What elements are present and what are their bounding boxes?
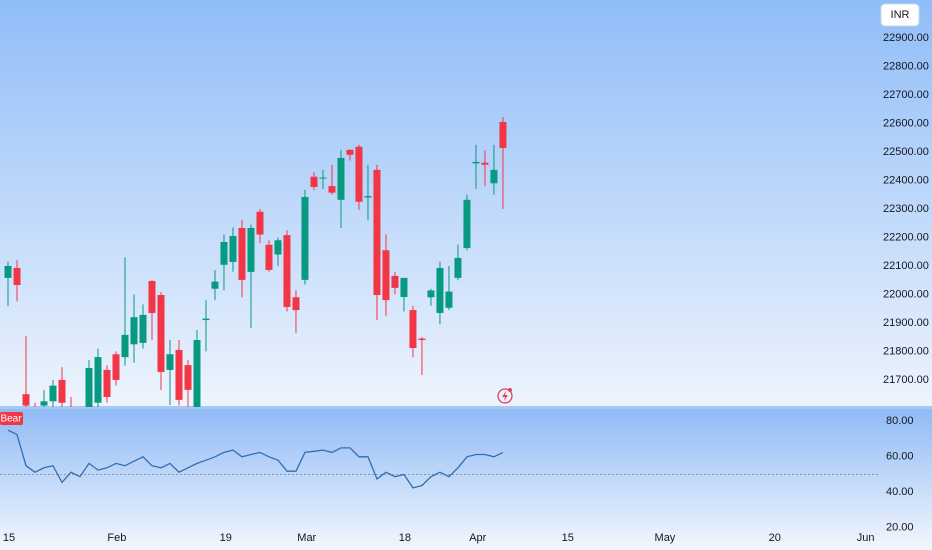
y-tick-label: 60.00 — [886, 451, 914, 463]
candle-body — [130, 317, 138, 345]
x-tick-label: 20 — [769, 532, 781, 544]
candle-body — [103, 369, 111, 398]
candle-body — [400, 277, 408, 297]
event-dot[interactable] — [508, 388, 512, 392]
candle-body — [202, 318, 210, 321]
candle-body — [319, 177, 327, 179]
candle-body — [139, 314, 147, 343]
candle-body — [328, 186, 336, 193]
pane-separator — [0, 406, 932, 409]
candle-body — [346, 149, 354, 155]
axes: 15 Feb 19 Mar 18 Apr 15 May 20 Jun 21700.00 21800.0… — [3, 32, 929, 544]
x-tick-label: Mar — [297, 532, 316, 544]
candle-body — [166, 354, 174, 370]
candle-body — [40, 401, 48, 406]
y-tick-label: 80.00 — [886, 415, 914, 427]
y-tick-label: 21700.00 — [883, 374, 929, 386]
candle-body — [463, 199, 471, 248]
candle-body — [4, 265, 12, 278]
indicator-label: Bear — [0, 414, 22, 425]
candle-body — [481, 162, 489, 165]
candle-body — [13, 267, 21, 286]
x-tick-label: 15 — [562, 532, 574, 544]
candle-body — [238, 228, 246, 280]
candle-body — [445, 291, 453, 308]
event-bolt[interactable] — [502, 391, 508, 401]
candle-body — [22, 394, 30, 406]
candle-body — [382, 250, 390, 301]
candle-body — [436, 267, 444, 313]
y-tick-label: 22200.00 — [883, 231, 929, 243]
y-tick-label: 22900.00 — [883, 32, 929, 44]
rsi — [0, 429, 880, 489]
y-tick-label: 22600.00 — [883, 117, 929, 129]
candle-body — [355, 146, 363, 202]
y-tick-label: 20.00 — [886, 522, 914, 534]
candle-body — [337, 157, 345, 200]
y-tick-label: 22400.00 — [883, 174, 929, 186]
candle-body — [85, 367, 93, 407]
x-tick-label: 18 — [399, 532, 411, 544]
candle-body — [157, 294, 165, 372]
x-tick-label: Jun — [857, 532, 875, 544]
candle-body — [184, 365, 192, 390]
candle-body — [256, 211, 264, 235]
x-tick-label: May — [655, 532, 676, 544]
candle-body — [472, 161, 480, 164]
candle-body — [112, 354, 120, 380]
candle-body — [364, 196, 372, 198]
candle-body — [220, 241, 228, 265]
x-tick-label: Apr — [469, 532, 486, 544]
event-icon[interactable] — [497, 388, 513, 404]
y-tick-label: 22800.00 — [883, 60, 929, 72]
candle-body — [391, 275, 399, 288]
candle-body — [58, 379, 66, 403]
rsi-line — [7, 429, 504, 489]
x-tick-label: Feb — [107, 532, 126, 544]
x-tick-label: 15 — [3, 532, 15, 544]
candle-body — [121, 334, 129, 358]
candle-body — [490, 169, 498, 184]
candle-body — [148, 281, 156, 313]
candle-body — [292, 297, 300, 311]
y-tick-label: 22700.00 — [883, 89, 929, 101]
candle-body — [229, 235, 237, 262]
candle-body — [274, 240, 282, 255]
candle-body — [175, 349, 183, 400]
candle-body — [301, 196, 309, 280]
candle-body — [49, 385, 57, 402]
indicator-badge — [0, 412, 23, 425]
event-circle[interactable] — [497, 388, 513, 404]
y-tick-label: 22000.00 — [883, 288, 929, 300]
y-tick-label: 21900.00 — [883, 317, 929, 329]
rsi-pane — [0, 408, 932, 550]
y-tick-label: 40.00 — [886, 486, 914, 498]
y-tick-label: 21800.00 — [883, 345, 929, 357]
candle-body — [310, 176, 318, 187]
candle-body — [211, 281, 219, 289]
candle-body — [265, 244, 273, 270]
candles — [4, 117, 507, 407]
candle-body — [283, 235, 291, 307]
candle-body — [454, 257, 462, 278]
candle-body — [418, 338, 426, 341]
candle-body — [427, 290, 435, 298]
y-tick-label: 22500.00 — [883, 146, 929, 158]
x-tick-label: 19 — [220, 532, 232, 544]
candle-body — [409, 310, 417, 349]
candle-body — [247, 228, 255, 272]
y-tick-label: 22300.00 — [883, 203, 929, 215]
candle-body — [94, 357, 102, 403]
candle-body — [373, 169, 381, 295]
currency-box[interactable] — [880, 3, 920, 27]
currency-label: INR — [891, 9, 910, 21]
candle-body — [499, 121, 507, 148]
y-tick-label: 22100.00 — [883, 260, 929, 272]
candle-body — [193, 340, 201, 407]
